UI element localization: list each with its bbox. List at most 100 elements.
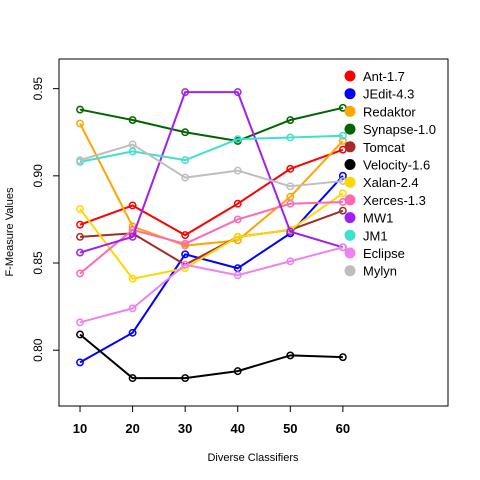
data-point-eclipse (286, 257, 295, 266)
data-point-eclipse (76, 318, 84, 327)
legend-swatch-eclipse (344, 247, 356, 259)
data-point-mw1 (181, 88, 190, 97)
legend: Ant-1.7 JEdit-4.3 Redaktor Synapse-1.0 Tomc… (344, 69, 436, 279)
series-xerces-1-3 (76, 198, 347, 278)
x-axis-title: Diverse Classifiers (207, 452, 299, 464)
x-tick-label: 60 (336, 421, 350, 436)
series-line-synapse-1-0 (79, 106, 344, 142)
legend-swatch-mw1 (344, 212, 356, 224)
series-line-xalan-2-4 (79, 192, 344, 280)
legend-swatch-synapse-1-0 (344, 123, 356, 135)
legend-label-mw1: MW1 (363, 211, 393, 226)
data-point-mw1 (128, 232, 137, 241)
data-point-xerces-1-3 (286, 199, 295, 208)
legend-swatch-ant-1-7 (344, 70, 356, 82)
legend-label-tomcat: Tomcat (363, 140, 405, 155)
data-point-xalan-2-4 (128, 274, 137, 283)
legend-label-xalan-2-4: Xalan-2.4 (363, 175, 419, 190)
data-point-jm1 (338, 131, 347, 140)
data-point-mw1 (76, 248, 84, 257)
series-synapse-1-0 (76, 103, 347, 145)
data-point-eclipse (338, 243, 347, 252)
x-tick-label: 50 (283, 421, 297, 436)
data-point-ant-1-7 (76, 220, 84, 229)
legend-swatch-jedit-4-3 (344, 88, 356, 100)
series-layer (76, 88, 347, 383)
series-line-mw1 (79, 91, 344, 254)
legend-label-eclipse: Eclipse (363, 246, 405, 261)
series-xalan-2-4 (76, 189, 347, 283)
y-tick-label: 0.90 (31, 164, 45, 188)
data-point-jedit-4-3 (128, 328, 137, 337)
x-tick-label: 10 (73, 421, 87, 436)
data-point-velocity-1-6 (338, 353, 347, 362)
data-point-mylyn (128, 140, 137, 149)
data-point-velocity-1-6 (128, 374, 137, 383)
data-point-jm1 (181, 156, 190, 165)
data-point-jedit-4-3 (76, 358, 84, 367)
data-point-xerces-1-3 (181, 239, 190, 248)
data-point-mw1 (233, 88, 242, 97)
legend-label-velocity-1-6: Velocity-1.6 (363, 158, 430, 173)
legend-swatch-jm1 (344, 229, 356, 241)
series-line-tomcat (79, 209, 344, 266)
y-tick-label: 0.80 (31, 338, 45, 362)
y-tick-label: 0.85 (31, 251, 45, 275)
legend-swatch-mylyn (344, 265, 356, 277)
legend-label-redaktor: Redaktor (363, 104, 416, 119)
series-line-velocity-1-6 (79, 333, 343, 380)
data-point-synapse-1-0 (128, 116, 137, 124)
legend-swatch-xalan-2-4 (344, 176, 356, 188)
legend-swatch-redaktor (344, 105, 356, 117)
data-point-synapse-1-0 (76, 105, 84, 114)
data-point-jm1 (233, 135, 242, 144)
data-point-xalan-2-4 (233, 232, 242, 241)
series-mw1 (76, 88, 347, 257)
x-tick-label: 20 (125, 421, 139, 436)
data-point-ant-1-7 (286, 164, 295, 173)
series-line-redaktor (79, 123, 344, 247)
data-point-xerces-1-3 (233, 215, 242, 224)
series-line-ant-1-7 (79, 148, 344, 237)
series-line-eclipse (79, 246, 344, 324)
legend-label-ant-1-7: Ant-1.7 (363, 69, 405, 84)
series-mylyn (76, 140, 347, 191)
series-velocity-1-6 (76, 330, 347, 383)
data-point-xalan-2-4 (76, 205, 84, 213)
data-point-eclipse (181, 260, 190, 269)
data-point-xalan-2-4 (338, 189, 347, 198)
x-tick-label: 40 (230, 421, 244, 436)
data-point-ant-1-7 (181, 231, 190, 240)
legend-label-synapse-1-0: Synapse-1.0 (363, 122, 436, 137)
legend-label-jedit-4-3: JEdit-4.3 (363, 87, 414, 102)
y-axis-title: F-Measure Values (4, 187, 16, 277)
data-point-velocity-1-6 (76, 330, 84, 339)
data-point-mylyn (233, 166, 242, 175)
data-point-mw1 (286, 227, 295, 236)
data-point-mylyn (76, 156, 84, 165)
data-point-velocity-1-6 (181, 374, 190, 383)
data-point-jm1 (286, 133, 295, 142)
data-point-xerces-1-3 (76, 269, 84, 278)
legend-swatch-velocity-1-6 (344, 159, 356, 170)
legend-swatch-tomcat (344, 141, 356, 153)
data-point-mylyn (181, 173, 190, 182)
series-line-jm1 (79, 134, 343, 163)
legend-label-mylyn: Mylyn (363, 264, 397, 279)
y-tick-label: 0.95 (31, 77, 45, 101)
data-point-mylyn (286, 182, 295, 191)
data-point-tomcat (76, 232, 84, 241)
series-eclipse (76, 243, 347, 327)
data-point-tomcat (338, 206, 347, 215)
legend-label-jm1: JM1 (363, 228, 388, 243)
data-point-synapse-1-0 (286, 116, 295, 124)
x-tick-label: 30 (178, 421, 192, 436)
data-point-eclipse (233, 271, 242, 280)
data-point-ant-1-7 (128, 201, 137, 210)
data-point-jedit-4-3 (338, 171, 347, 180)
legend-swatch-xerces-1-3 (344, 194, 356, 206)
data-point-velocity-1-6 (286, 351, 295, 360)
legend-label-xerces-1-3: Xerces-1.3 (363, 193, 426, 208)
x-axis: 10 20 30 40 50 60 (73, 405, 350, 436)
data-point-velocity-1-6 (233, 367, 242, 376)
